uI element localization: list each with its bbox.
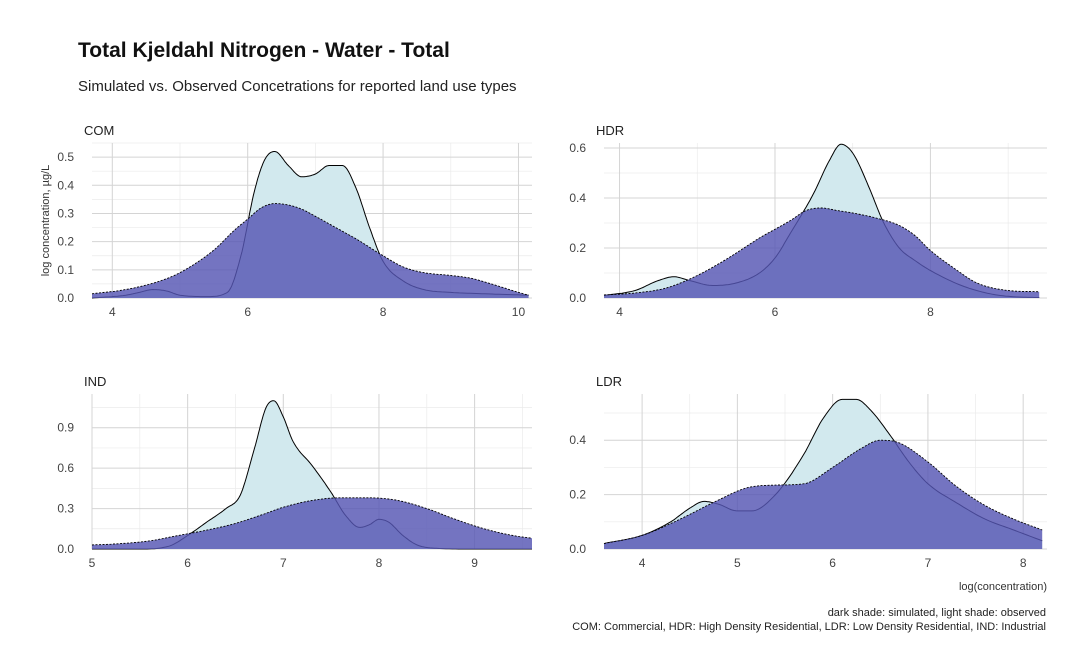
x-tick-label: 8	[380, 305, 387, 319]
y-tick-label: 0.2	[569, 241, 586, 255]
y-tick-label: 0.0	[569, 542, 586, 556]
caption-line-2: COM: Commercial, HDR: High Density Resid…	[572, 621, 1046, 633]
simulated-density-area	[604, 208, 1040, 298]
simulated-density-line	[91, 203, 529, 296]
panel-ind: 5 6 7 8 9 0.0 0.3 0.6 0.9 IND	[57, 374, 533, 570]
y-tick-label: 0.4	[57, 178, 74, 192]
x-tick-label: 6	[184, 556, 191, 570]
y-tick-label: 0.1	[57, 263, 74, 277]
y-tick-label: 0.4	[569, 191, 586, 205]
simulated-density-line	[603, 439, 1043, 545]
panel-com: 4 6 8 10 0.0 0.1 0.2 0.3 0.4 0.5 COM log concentrat…	[40, 123, 532, 319]
x-tick-label: 9	[471, 556, 478, 570]
x-tick-label: 6	[244, 305, 251, 319]
panels: 4 6 8 10 0.0 0.1 0.2 0.3 0.4 0.5 COM log concentrat…	[40, 123, 1047, 593]
x-tick-label: 4	[616, 305, 623, 319]
observed-density-area	[92, 400, 532, 549]
x-tick-label: 8	[927, 305, 934, 319]
caption-line-1: dark shade: simulated, light shade: obse…	[828, 607, 1046, 619]
x-tick-label: 7	[925, 556, 932, 570]
y-tick-label: 0.3	[57, 206, 74, 220]
y-tick-label: 0.3	[57, 502, 74, 516]
simulated-density-line	[91, 497, 533, 546]
simulated-density-area	[92, 497, 532, 549]
x-tick-label: 5	[734, 556, 741, 570]
x-tick-label: 5	[89, 556, 96, 570]
simulated-density-area	[92, 203, 529, 298]
strip-label: HDR	[596, 123, 624, 138]
y-tick-label: 0.9	[57, 421, 74, 435]
y-axis-label: log concentration, µg/L	[40, 165, 52, 277]
y-tick-label: 0.2	[569, 488, 586, 502]
simulated-density-area	[604, 440, 1043, 549]
y-tick-label: 0.0	[57, 542, 74, 556]
panel-hdr: 4 6 8 0.0 0.2 0.4 0.6 HDR	[569, 123, 1047, 319]
y-tick-label: 0.4	[569, 433, 586, 447]
x-tick-label: 7	[280, 556, 287, 570]
simulated-density-line	[603, 207, 1040, 296]
y-tick-label: 0.2	[57, 235, 74, 249]
x-tick-label: 10	[512, 305, 526, 319]
y-tick-label: 0.0	[569, 291, 586, 305]
x-tick-label: 4	[639, 556, 646, 570]
x-tick-label: 4	[109, 305, 116, 319]
strip-label: COM	[84, 123, 114, 138]
x-tick-label: 8	[376, 556, 383, 570]
strip-label: IND	[84, 374, 106, 389]
y-tick-label: 0.6	[569, 141, 586, 155]
panel-ldr: 4 5 6 7 8 0.0 0.2 0.4 LDR log(concentration)	[569, 374, 1047, 593]
x-axis-label: log(concentration)	[959, 581, 1047, 593]
x-tick-label: 8	[1020, 556, 1027, 570]
y-tick-label: 0.5	[57, 150, 74, 164]
chart-subtitle: Simulated vs. Observed Concetrations for…	[78, 78, 517, 95]
x-tick-label: 6	[772, 305, 779, 319]
chart-title: Total Kjeldahl Nitrogen - Water - Total	[78, 39, 450, 62]
y-tick-label: 0.0	[57, 291, 74, 305]
x-tick-label: 6	[829, 556, 836, 570]
y-tick-label: 0.6	[57, 461, 74, 475]
strip-label: LDR	[596, 374, 622, 389]
